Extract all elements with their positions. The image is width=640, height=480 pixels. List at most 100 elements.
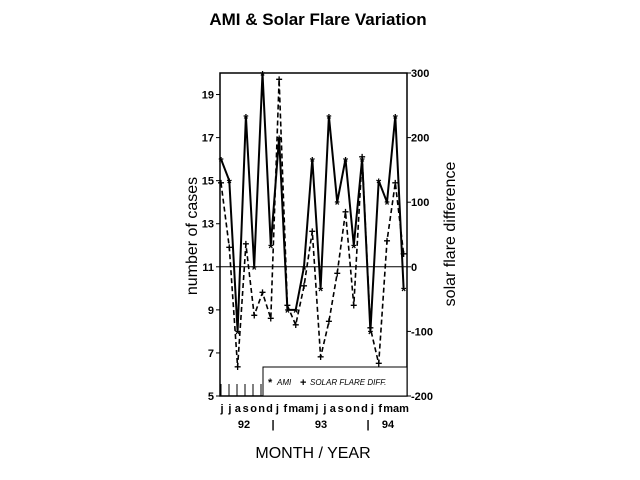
month-label: d	[266, 403, 273, 415]
year-labels: 92 | 93 | 94	[238, 419, 395, 431]
ami-point: *	[243, 111, 249, 126]
month-label: j	[275, 403, 279, 415]
legend: * AMI + SOLAR FLARE DIFF.	[262, 366, 408, 397]
y-tick-label: 5	[208, 391, 214, 403]
solar-flare-point: +	[325, 315, 332, 329]
ami-point: *	[335, 197, 341, 212]
ami-point: *	[293, 305, 299, 320]
ami-point: *	[393, 111, 399, 126]
month-label: j	[370, 403, 374, 415]
month-label: n	[258, 403, 265, 415]
solar-flare-point: +	[350, 299, 357, 313]
ami-point: *	[376, 176, 382, 191]
x-axis-label: MONTH / YEAR	[255, 445, 370, 462]
solar-flare-line	[220, 79, 405, 367]
month-label: a	[235, 403, 242, 415]
ami-point: *	[277, 133, 283, 148]
y2-tick-label: 200	[411, 133, 429, 145]
solar-flare-point: +	[242, 237, 249, 251]
ami-point: *	[268, 240, 274, 255]
month-label: s	[338, 403, 344, 415]
month-ticks	[220, 384, 262, 396]
solar-flare-point: +	[359, 150, 366, 164]
month-label: f	[283, 403, 287, 415]
solar-flare-point: +	[300, 279, 307, 293]
solar-flare-point: +	[334, 266, 341, 280]
ami-point: *	[326, 111, 332, 126]
ami-point: *	[218, 154, 224, 169]
y-tick-label: 11	[202, 262, 214, 274]
y2-tick-label: -100	[411, 326, 433, 338]
solar-flare-point: +	[375, 357, 382, 371]
ami-point: *	[235, 326, 241, 341]
solar-flare-point: +	[292, 318, 299, 332]
month-label: j	[219, 403, 223, 415]
solar-flare-point: +	[276, 72, 283, 86]
month-label: n	[353, 403, 360, 415]
y-tick-label: 7	[208, 348, 214, 360]
legend-box	[262, 366, 408, 397]
y-axis-left: 5 7 9 11 13 15 17 19	[202, 90, 220, 403]
y-tick-label: 9	[208, 305, 214, 317]
year-label: |	[271, 419, 274, 431]
ami-line	[220, 72, 405, 332]
month-label: j	[314, 403, 318, 415]
y2-tick-label: 0	[411, 262, 417, 274]
y2-tick-label: 100	[411, 197, 429, 209]
y2-tick-label: 300	[411, 68, 429, 80]
month-label: m	[288, 403, 298, 415]
ami-point: *	[318, 283, 324, 298]
ami-point: *	[384, 197, 390, 212]
month-label: a	[393, 403, 400, 415]
solar-flare-point: +	[342, 205, 349, 219]
ami-point: *	[351, 240, 357, 255]
solar-flare-point: +	[226, 240, 233, 254]
year-label: 94	[382, 419, 395, 431]
legend-marker-ami: *	[268, 377, 273, 389]
ami-series: ********* **************	[218, 68, 407, 341]
month-label: a	[330, 403, 337, 415]
ami-point: *	[227, 176, 233, 191]
legend-label-ami: AMI	[276, 378, 292, 387]
month-label: d	[361, 403, 368, 415]
month-label: m	[399, 403, 409, 415]
year-label: 92	[238, 419, 250, 431]
solar-flare-point: +	[251, 308, 258, 322]
ami-point: *	[260, 68, 266, 83]
solar-flare-point: +	[383, 234, 390, 248]
ami-point: *	[360, 154, 366, 169]
y-tick-label: 17	[202, 133, 214, 145]
legend-marker-solar: +	[300, 377, 306, 389]
solar-flare-point: +	[234, 360, 241, 374]
chart-title: AMI & Solar Flare Variation	[209, 10, 426, 29]
year-label: |	[366, 419, 369, 431]
ami-point: *	[401, 283, 407, 298]
month-label: o	[250, 403, 257, 415]
y-tick-label: 15	[202, 176, 214, 188]
y-tick-label: 13	[202, 219, 214, 231]
solar-flare-point: +	[267, 311, 274, 325]
month-label: f	[378, 403, 382, 415]
year-label: 93	[315, 419, 327, 431]
legend-label-solar: SOLAR FLARE DIFF.	[310, 378, 386, 387]
month-label: j	[322, 403, 326, 415]
solar-flare-point: +	[317, 350, 324, 364]
y-axis-right: -200 -100 0 100 200 300	[407, 68, 433, 403]
ami-point: *	[368, 326, 374, 341]
y-axis-label: number of cases	[184, 177, 201, 295]
month-label: m	[383, 403, 393, 415]
solar-flare-point: +	[217, 176, 224, 190]
month-label: a	[298, 403, 305, 415]
month-label: j	[227, 403, 231, 415]
ami-point: *	[252, 262, 258, 277]
solar-flare-point: +	[309, 224, 316, 238]
month-label: s	[243, 403, 249, 415]
ami-point: *	[301, 262, 307, 277]
solar-flare-point: +	[259, 286, 266, 300]
month-label: o	[345, 403, 352, 415]
y2-tick-label: -200	[411, 391, 433, 403]
ami-point: *	[310, 154, 316, 169]
y2-axis-label: solar flare difference	[442, 162, 459, 307]
